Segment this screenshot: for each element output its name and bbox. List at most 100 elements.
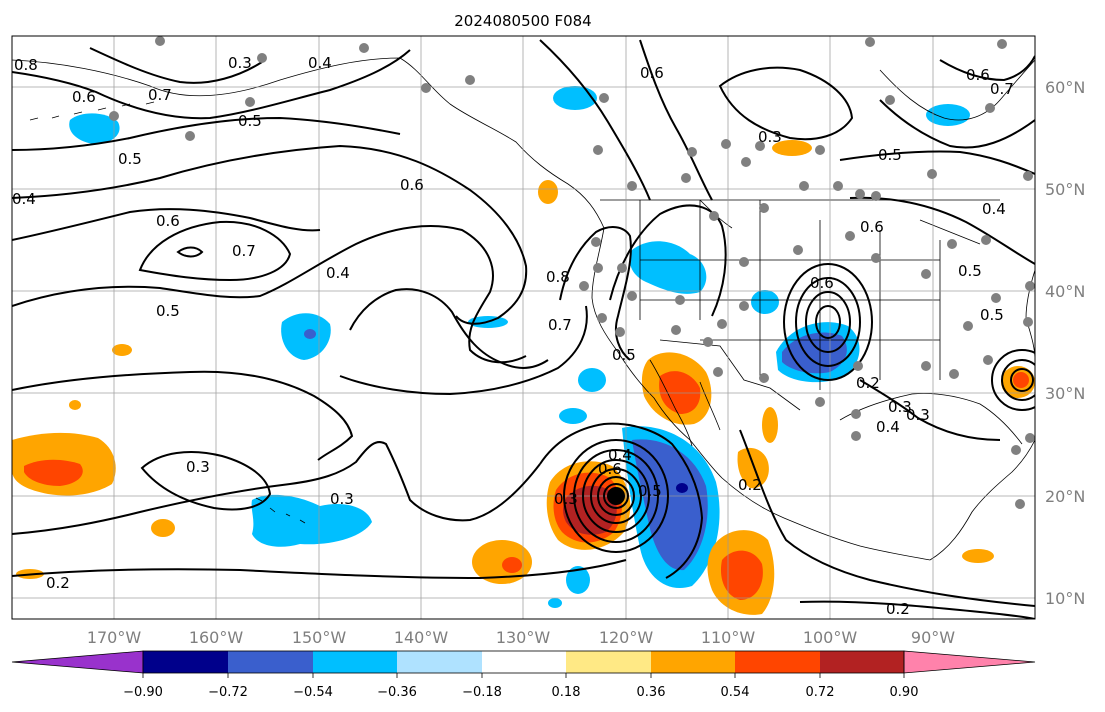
warm-core-gulfcal xyxy=(659,371,701,414)
contour-line xyxy=(859,379,1001,441)
contour-labels: 0.8 0.3 0.4 0.6 0.7 0.5 0.5 0.4 0.6 0.6 … xyxy=(12,54,1014,618)
latitude-labels: 10°N 20°N 30°N 40°N 50°N 60°N xyxy=(1045,78,1085,608)
lat-tick-label: 40°N xyxy=(1045,282,1085,301)
coast-hudson xyxy=(879,59,1035,121)
contour-label: 0.6 xyxy=(860,218,884,236)
cold-core-plains xyxy=(782,332,847,374)
figure-title: 2024080500 F084 xyxy=(454,12,591,30)
station-marker xyxy=(687,147,697,157)
station-marker xyxy=(593,145,603,155)
lon-tick-label: 130°W xyxy=(496,628,551,647)
contour-label: 0.5 xyxy=(118,150,142,168)
colorbar-tick-label: 0.36 xyxy=(637,685,666,700)
cold-shade-smallpac-4 xyxy=(566,566,590,594)
contour-label: 0.7 xyxy=(548,316,572,334)
station-marker xyxy=(1025,281,1035,291)
station-marker xyxy=(615,327,625,337)
station-marker xyxy=(593,263,603,273)
lon-tick-label: 100°W xyxy=(803,628,858,647)
cold-core-midpac xyxy=(304,329,316,339)
contour-label: 0.3 xyxy=(758,128,782,146)
warm-shade-west-4 xyxy=(151,519,175,537)
contour-label: 0.2 xyxy=(46,574,70,592)
station-marker xyxy=(597,313,607,323)
station-marker xyxy=(927,169,937,179)
station-marker xyxy=(793,245,803,255)
contour-line xyxy=(939,55,1035,82)
cold-shade-smallpac-3 xyxy=(559,408,587,424)
contour-label: 0.7 xyxy=(990,80,1014,98)
station-marker xyxy=(759,373,769,383)
colorbar-segment xyxy=(651,651,735,673)
colorbar-segment xyxy=(566,651,651,673)
contour-label: 0.6 xyxy=(598,460,622,478)
contour-label: 0.7 xyxy=(232,242,256,260)
contour-label: 0.4 xyxy=(326,264,350,282)
colorbar-tick-label: −0.54 xyxy=(293,685,333,700)
lon-tick-label: 120°W xyxy=(599,628,654,647)
station-marker xyxy=(997,39,1007,49)
contour-line xyxy=(739,429,1035,607)
contour-line xyxy=(839,150,1035,175)
colorbar: −0.90 −0.72 −0.54 −0.36 −0.18 0.18 0.36 … xyxy=(11,650,1036,700)
cold-shade-smallpac-2 xyxy=(578,368,606,392)
colorbar-tick-label: 0.72 xyxy=(806,685,835,700)
station-marker xyxy=(681,173,691,183)
warm-shade-west-2 xyxy=(69,400,81,410)
contour-line xyxy=(12,441,541,535)
contour-label: 0.5 xyxy=(156,302,180,320)
colorbar-extend-low xyxy=(11,650,144,674)
station-marker xyxy=(717,319,727,329)
station-marker xyxy=(985,103,995,113)
islands-aleutian xyxy=(29,101,155,121)
contour-line xyxy=(12,208,321,241)
colorbar-tick-label: 0.18 xyxy=(552,685,581,700)
lon-tick-label: 150°W xyxy=(292,628,347,647)
contour-line xyxy=(12,49,411,120)
station-marker xyxy=(709,211,719,221)
contour-ring xyxy=(783,263,873,381)
station-marker xyxy=(755,141,765,151)
station-marker xyxy=(109,111,119,121)
station-marker xyxy=(1023,317,1033,327)
contour-label: 0.4 xyxy=(982,200,1006,218)
contour-label: 0.5 xyxy=(238,112,262,130)
contour-line xyxy=(12,225,527,364)
contour-label: 0.3 xyxy=(554,490,578,508)
contour-ring xyxy=(1010,368,1034,392)
station-marker xyxy=(799,181,809,191)
storm-center-marker xyxy=(607,487,625,505)
station-marker xyxy=(833,181,843,191)
colorbar-segment xyxy=(313,651,397,673)
station-marker xyxy=(981,235,991,245)
warm-shade-carib xyxy=(962,549,994,563)
contour-label: 0.4 xyxy=(308,54,332,72)
station-marker xyxy=(949,369,959,379)
longitude-labels: 170°W 160°W 150°W 140°W 130°W 120°W 110°… xyxy=(87,628,955,647)
warm-core-mexcoast xyxy=(720,550,763,600)
station-marker xyxy=(963,321,973,331)
station-marker xyxy=(155,36,165,46)
contour-ring xyxy=(805,291,851,353)
map-background xyxy=(12,36,1035,619)
colorbar-tick-label: −0.36 xyxy=(377,685,417,700)
contour-line xyxy=(140,451,272,511)
station-marker xyxy=(855,189,865,199)
station-marker xyxy=(721,139,731,149)
colorbar-segment xyxy=(482,651,566,673)
contour-line xyxy=(799,600,1035,619)
contour-line xyxy=(718,66,854,141)
contour-label: 0.2 xyxy=(856,374,880,392)
colorbar-segment xyxy=(397,651,482,673)
coast-baja xyxy=(649,359,721,447)
contour-line xyxy=(849,196,1035,265)
lon-tick-label: 160°W xyxy=(189,628,244,647)
station-marker xyxy=(921,361,931,371)
contour-line xyxy=(339,305,588,396)
cold-shade-rockies xyxy=(629,241,707,294)
contour-line xyxy=(609,204,727,317)
contour-ring xyxy=(795,277,861,367)
contour-label: 0.3 xyxy=(186,458,210,476)
cold-shade-smallpac-5 xyxy=(548,598,562,608)
contour-label: 0.5 xyxy=(980,306,1004,324)
